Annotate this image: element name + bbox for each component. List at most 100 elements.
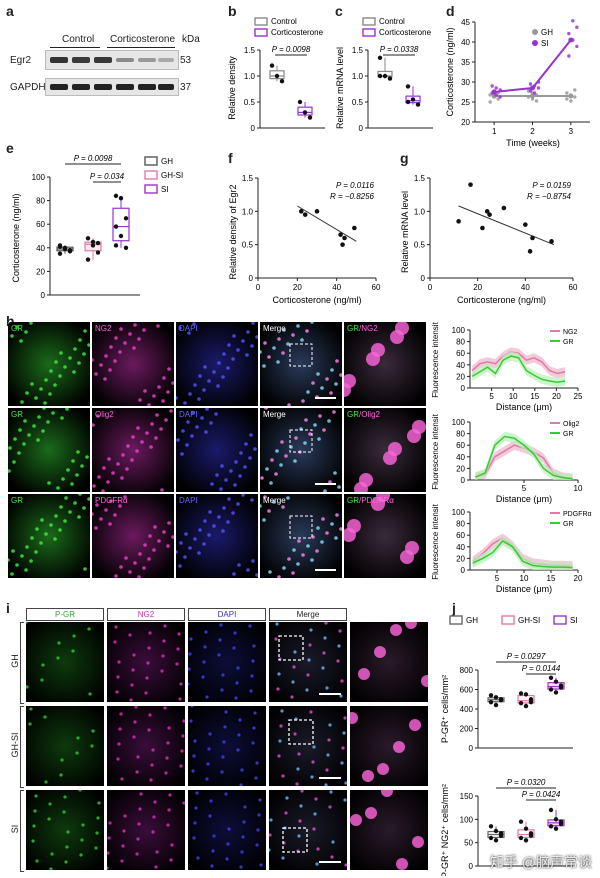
data-point [314,209,320,214]
cell-signal-dot [101,489,105,493]
cell-signal-dot [260,476,264,480]
cell-signal-dot [276,687,280,691]
cell-signal-dot [308,643,312,647]
row-bracket [20,790,24,872]
cell-signal-dot [201,675,205,679]
data-point [57,244,63,249]
micrograph-tile [24,620,104,702]
cell-signal-dot [155,850,159,854]
cell-signal-dot [217,361,221,365]
cell-signal-dot [229,469,233,473]
group-label-control: Control [62,34,95,45]
cell-signal-dot [186,420,190,424]
x-tick-label: 0 [256,283,261,292]
cell-signal-dot [296,562,300,566]
data-point [377,55,383,60]
cell-signal-dot [235,681,239,685]
micrograph-tile: GR [7,406,90,492]
p-value-label: P = 0.0144 [522,664,561,673]
y-tick-label: 0 [421,274,426,283]
cell-signal-dot [336,659,340,663]
cell-signal-dot [146,661,150,665]
cell-signal-dot [157,385,161,389]
channel-label: GR [11,496,23,505]
cell-signal-dot [39,387,43,391]
cell-signal-dot [234,460,238,464]
chart-correlation-mrna: 0 0.5 1.0 1.5 0 20 40 60 Corticosterone (ng/ml) R… [400,174,578,305]
data-point [523,692,529,697]
cell-signal-dot [212,834,216,838]
cell-signal-dot [287,557,291,561]
data-point [90,243,96,248]
cell-signal-dot [13,437,17,441]
egr2-blot [45,50,179,70]
cell-signal-dot [179,764,183,768]
gapdh-blot [45,78,179,96]
cell-signal [346,712,421,782]
cell-signal-dot [248,624,252,628]
cell-signal-dot [187,667,191,671]
cell-signal-dot [88,692,92,696]
x-axis-label: Distance (μm) [496,402,552,412]
micrograph-tile [346,706,428,786]
x-tick-label: 40 [332,283,341,292]
cell-signal-dot [280,709,284,713]
cell-signal-dot [176,647,180,651]
chart-relative-mrna: Control Corticosterone 0 0.5 1.0 1.5 Relative … [335,17,433,133]
cell-signal-dot [61,477,65,481]
cell-signal-dot [305,329,309,333]
legend-label: GH-SI [518,616,540,625]
cell-signal-dot [132,346,136,350]
cell-signal-dot [160,669,164,673]
cell-signal-dot [116,757,120,761]
cell-signal-dot [301,399,305,403]
chart-profile-ng2: 0 20 40 60 80 100 5 10 15 20 25 Distance (μm) Fluore… [432,322,583,412]
row-label: SI [10,824,20,834]
cell-signal-dot [198,374,202,378]
micrograph-tile [26,788,104,871]
cell-signal-dot [169,858,173,862]
data-point [553,826,559,831]
data-point [484,209,490,214]
cell-signal [354,420,426,496]
cell-signal-dot [280,440,284,444]
cell-signal-dot [241,339,245,343]
cell-signal-dot [99,517,103,521]
cell-signal-dot [202,542,206,546]
data-point [377,73,383,79]
replicate-point [532,84,537,88]
error-band [472,536,573,570]
cell-signal-dot [135,852,139,856]
cell-signal-dot [203,645,207,649]
cell-signal-dot [217,515,221,519]
cell-signal-dot [144,691,148,695]
replicate-point [488,100,492,104]
cell-signal-dot [111,471,115,475]
cell-signal-dot [238,474,242,478]
cell-signal-dot [40,678,44,682]
y-tick-label: 100 [452,326,466,335]
data-point [518,691,524,696]
cell-signal-dot [381,785,393,797]
cell-signal-dot [227,827,231,831]
cell-signal-dot [220,770,224,774]
cell-signal-dot [269,481,273,485]
cell-signal-dot [56,486,60,490]
cell-signal-dot [236,666,240,670]
cell-signal-dot [268,570,272,574]
panel-label-c: c [335,3,343,19]
x-tick-label: 15 [547,574,556,583]
cell-signal-dot [75,473,79,477]
cell-signal-dot [155,413,159,417]
cell-signal-dot [42,406,46,410]
cell-signal-dot [231,357,235,361]
cell-signal-dot [232,646,236,650]
cell-signal-dot [323,636,327,640]
cell-signal-dot [109,345,113,349]
cell-signal-dot [300,789,304,793]
y-tick-label: 100 [452,418,466,427]
row-bracket [20,622,24,704]
y-tick-label: 0.5 [414,241,426,250]
cell-signal-dot [99,363,103,367]
cell-signal-dot [8,446,12,450]
